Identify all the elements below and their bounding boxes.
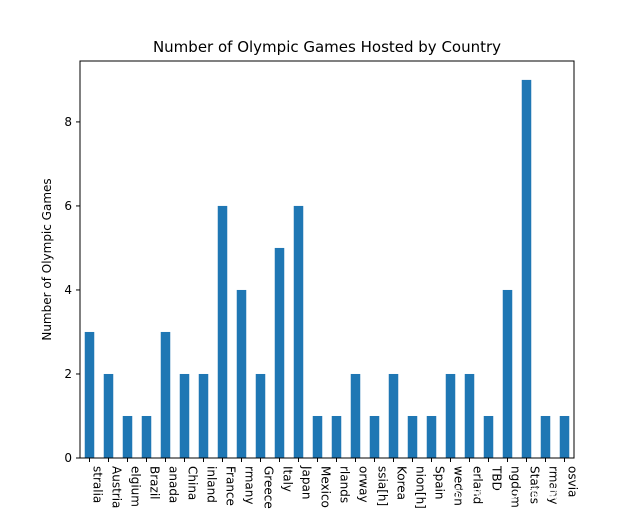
y-tick-label: 0 [64, 451, 72, 465]
x-axis-ticks: stralia Austria elgium Brazil anada China inla… [89, 458, 580, 509]
x-tick-label: Austria [110, 466, 124, 508]
bar [464, 373, 475, 458]
x-tick-label: Brazil [148, 466, 162, 500]
x-tick-label: Greece [262, 466, 276, 509]
x-tick-label: China [186, 466, 200, 500]
bar [559, 415, 570, 458]
bar [445, 373, 456, 458]
x-tick-label: anada [167, 466, 181, 503]
x-tick-label: weden [452, 466, 466, 506]
bar [84, 331, 95, 458]
bar [293, 205, 304, 458]
bar [141, 415, 152, 458]
bar [217, 205, 228, 458]
bar [179, 373, 190, 458]
bars-group [84, 79, 570, 459]
x-tick-label: orway [357, 466, 371, 503]
y-axis-ticks: 0 2 4 6 8 [64, 115, 80, 465]
x-tick-label: Mexico [319, 466, 333, 508]
bar [521, 79, 532, 459]
bar [274, 247, 285, 458]
bar [350, 373, 361, 458]
chart-title: Number of Olympic Games Hosted by Countr… [153, 38, 501, 56]
x-tick-label: Japan [300, 465, 314, 499]
x-tick-label: elgium [129, 466, 143, 507]
x-tick-label: rmany [243, 466, 257, 504]
bar [312, 415, 323, 458]
x-tick-label: ssia[h] [376, 466, 390, 506]
bar [160, 331, 171, 458]
bar [331, 415, 342, 458]
y-tick-label: 8 [64, 115, 72, 129]
x-tick-label: inland [205, 466, 219, 503]
bar [255, 373, 266, 458]
bar [198, 373, 209, 458]
x-tick-label: stralia [91, 466, 105, 503]
bar [122, 415, 133, 458]
bar [407, 415, 418, 458]
x-tick-label: erland [471, 466, 485, 504]
x-tick-label: States [528, 466, 542, 504]
bar [426, 415, 437, 458]
bar [388, 373, 399, 458]
bar [483, 415, 494, 458]
x-tick-label: rlands [338, 466, 352, 503]
x-tick-label: nion[h] [414, 466, 428, 509]
bar [502, 289, 513, 458]
y-axis-label: Number of Olympic Games [40, 178, 54, 340]
x-tick-label: Spain [433, 466, 447, 500]
x-tick-label: France [224, 466, 238, 506]
y-tick-label: 6 [64, 199, 72, 213]
plot-frame [79, 60, 575, 459]
x-tick-label: rmany [547, 466, 561, 504]
watermark: CSDN @BEAT数模社_ [444, 486, 577, 502]
bar [369, 415, 380, 458]
x-tick-label: TBD [490, 465, 504, 491]
x-tick-label: Italy [281, 466, 295, 492]
x-tick-label: Korea [395, 466, 409, 500]
y-tick-label: 4 [64, 283, 72, 297]
bar [540, 415, 551, 458]
x-tick-label: osvia [566, 466, 580, 497]
bar [103, 373, 114, 458]
x-tick-label: ngdom [509, 466, 523, 508]
bar [236, 289, 247, 458]
y-tick-label: 2 [64, 367, 72, 381]
